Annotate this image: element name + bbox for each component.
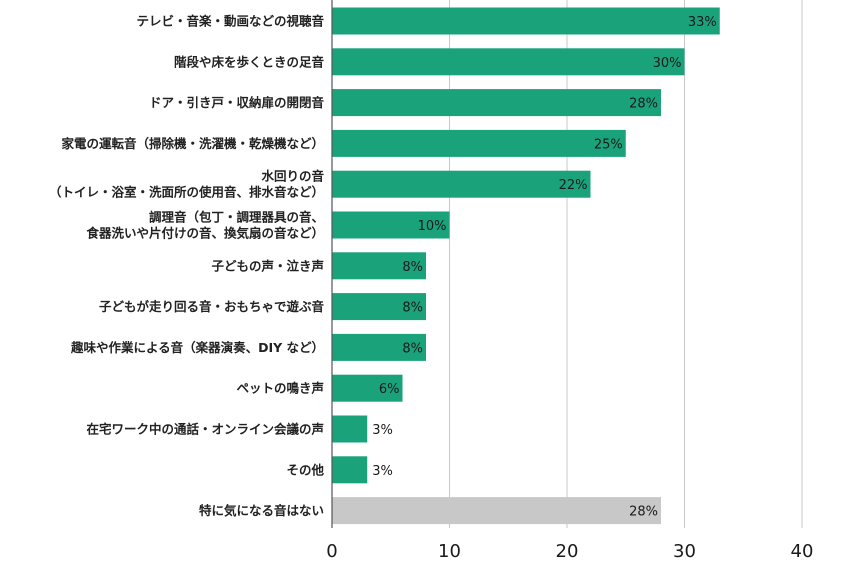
category-label: 趣味や作業による音（楽器演奏、DIY など） xyxy=(70,340,324,355)
bar-value-label: 3% xyxy=(372,464,393,479)
category-label: 食器洗いや片付けの音、換気扇の音など） xyxy=(85,226,324,241)
bar xyxy=(332,293,426,321)
grid-layer xyxy=(449,0,803,528)
x-tick-label: 40 xyxy=(791,541,814,562)
category-label: 調理音（包丁・調理器具の音、 xyxy=(149,210,324,225)
bar xyxy=(332,252,426,280)
bar-layer xyxy=(332,7,720,525)
category-label: 階段や床を歩くときの足音 xyxy=(174,54,325,69)
category-label: テレビ・音楽・動画などの視聴音 xyxy=(136,14,324,29)
bar-value-label: 8% xyxy=(402,341,423,356)
x-tick-label: 10 xyxy=(438,541,461,562)
category-label: 在宅ワーク中の通話・オンライン会議の声 xyxy=(86,422,324,437)
category-label: その他 xyxy=(286,462,324,477)
bar-value-label: 3% xyxy=(372,423,393,438)
category-label: 家電の運転音（掃除機・洗濯機・乾燥機など） xyxy=(61,136,324,151)
bar-value-label: 28% xyxy=(629,505,658,520)
category-label: ドア・引き戸・収納扉の開閉音 xyxy=(149,95,325,110)
x-tick-label: 0 xyxy=(326,541,337,562)
bar-value-label: 10% xyxy=(418,219,447,234)
bar-value-label: 8% xyxy=(402,260,423,275)
bar xyxy=(332,129,626,157)
bar xyxy=(332,333,426,361)
bar xyxy=(332,7,720,35)
bar-value-label: 22% xyxy=(559,178,588,193)
x-tick-label: 20 xyxy=(556,541,579,562)
label-layer: 33% テレビ・音楽・動画などの視聴音 30% 階段や床を歩くときの足音 28% ドア・引… xyxy=(49,14,717,520)
bar xyxy=(332,497,661,525)
category-label: （トイレ・浴室・洗面所の使用音、排水音など） xyxy=(49,185,324,200)
bar-value-label: 33% xyxy=(688,15,717,30)
bar xyxy=(332,48,685,76)
bar-value-label: 28% xyxy=(629,97,658,112)
bar-value-label: 6% xyxy=(379,382,400,397)
axis-layer: 0 10 20 30 40 xyxy=(326,0,813,562)
bar xyxy=(332,211,450,239)
category-label: ペットの鳴き声 xyxy=(236,381,324,396)
bar xyxy=(332,374,403,402)
category-label: 特に気になる音はない xyxy=(199,503,324,518)
bar-value-label: 8% xyxy=(402,301,423,316)
x-tick-label: 30 xyxy=(673,541,696,562)
category-label: 水回りの音 xyxy=(261,169,324,184)
category-label: 子どもの声・泣き声 xyxy=(211,258,324,273)
bar xyxy=(332,415,368,443)
category-label: 子どもが走り回る音・おもちゃで遊ぶ音 xyxy=(99,299,325,314)
bar-value-label: 25% xyxy=(594,137,623,152)
bar xyxy=(332,456,368,484)
bar-value-label: 30% xyxy=(653,56,682,71)
bar xyxy=(332,170,591,198)
bar xyxy=(332,89,661,117)
